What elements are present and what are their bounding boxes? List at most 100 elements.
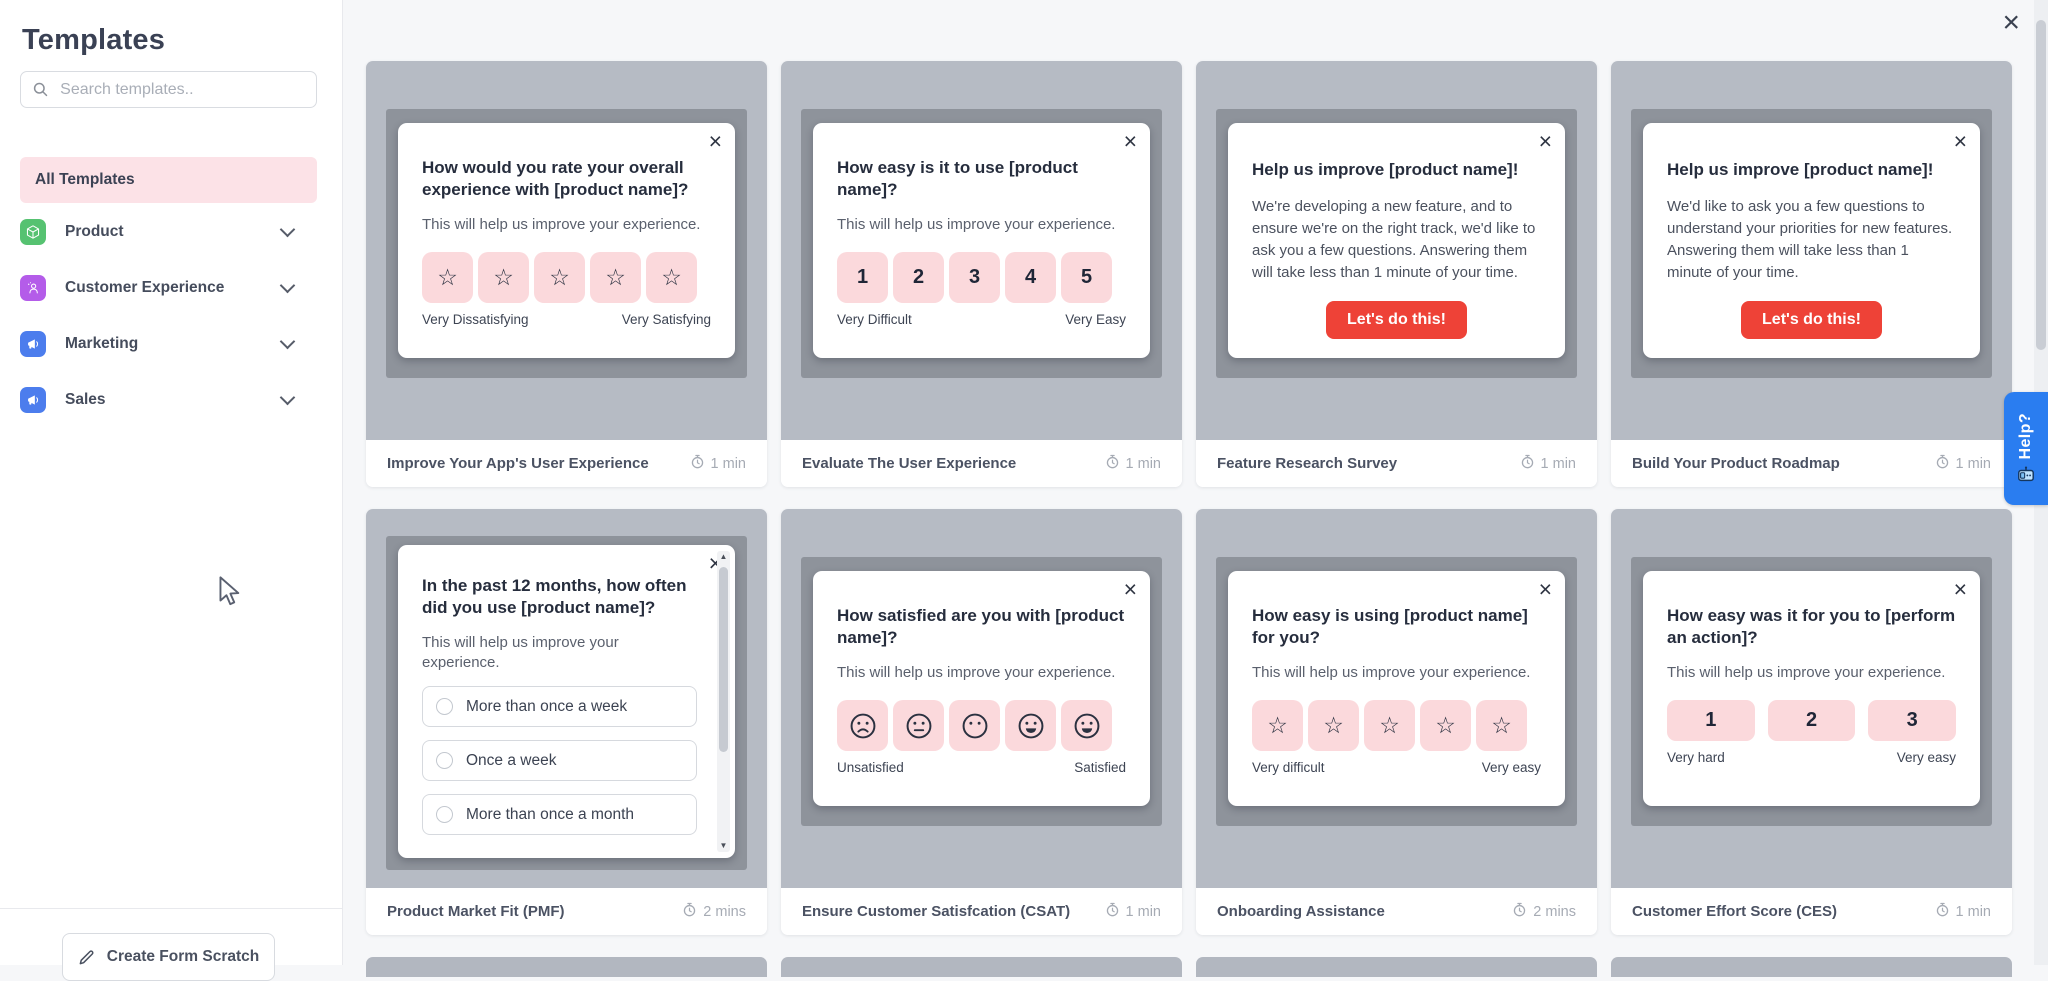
template-card-feature-research-survey[interactable]: × Help us improve [product name]! We're de… [1196,61,1597,487]
survey-modal: × Help us improve [product name]! We'd lik… [1643,123,1980,358]
template-preview: × Help us improve [product name]! We'd lik… [1611,61,2012,440]
survey-modal: × How easy is it to use [product name]? Th… [813,123,1150,358]
survey-modal: × Help us improve [product name]! We're de… [1228,123,1565,358]
help-bot-icon [2018,466,2034,482]
number-option: 1 [1667,700,1755,742]
duration-value: 2 mins [703,903,746,920]
pencil-icon [79,949,94,964]
duration-value: 1 min [710,455,746,472]
star-option: ☆ [478,252,529,304]
template-title-bar: Evaluate The User Experience 1 min [781,440,1182,487]
face-neutral-icon [949,700,1000,752]
cube-icon [20,219,46,245]
modal-scrollbar: ▲ ▼ [717,551,730,852]
scale-labels: Very hard Very easy [1667,750,1956,765]
close-icon[interactable]: × [2002,6,2020,39]
modal-scrollbar-thumb [719,567,728,752]
survey-subtitle: This will help us improve your experienc… [1667,663,1946,681]
clock-icon [1935,454,1950,473]
survey-subtitle: This will help us improve your experienc… [837,663,1116,681]
all-templates-label: All Templates [35,171,135,188]
template-card-improve-your-app-s-user-experience[interactable]: × How would you rate your overall experie… [366,61,767,487]
star-option: ☆ [646,252,697,304]
modal-close-icon: × [1123,576,1137,602]
star-option: ☆ [1476,700,1527,752]
template-card-onboarding-assistance[interactable]: × How easy is using [product name] for yo… [1196,509,1597,935]
number-option: 2 [893,252,944,304]
sidebar-item-label: Product [65,223,124,240]
template-card-peek[interactable] [366,957,767,977]
sidebar-item-marketing[interactable]: Marketing [20,331,317,357]
template-card-customer-effort-score-ces[interactable]: × How easy was it for you to [perform an … [1611,509,2012,935]
chevron-down-icon[interactable] [279,389,296,406]
sidebar-item-sales[interactable]: Sales [20,387,317,413]
survey-subtitle: This will help us improve your experienc… [1252,663,1531,681]
scrollbar-thumb[interactable] [2036,20,2046,350]
scale-labels: Very Dissatisfying Very Satisfying [422,312,711,327]
number-option: 3 [1868,700,1957,742]
duration-value: 1 min [1125,903,1161,920]
template-duration: 1 min [1105,902,1161,921]
star-option: ☆ [1308,700,1359,752]
template-card-peek[interactable] [1611,957,2012,977]
scale-right-label: Satisfied [1074,760,1126,776]
template-title-bar: Onboarding Assistance 2 mins [1196,888,1597,935]
template-title-bar: Customer Effort Score (CES) 1 min [1611,888,2012,935]
survey-subtitle: This will help us improve your experienc… [422,633,619,672]
survey-modal: × How easy was it for you to [perform an … [1643,571,1980,806]
sidebar-divider [0,908,342,909]
template-card-ensure-customer-satisfcation-csat[interactable]: × How satisfied are you with [product nam… [781,509,1182,935]
help-tab[interactable]: Help? [2004,392,2048,505]
search-input[interactable] [58,79,304,100]
number-option: 5 [1061,252,1112,304]
survey-subtitle: This will help us improve your experienc… [422,215,701,233]
template-preview: × How would you rate your overall experie… [366,61,767,440]
face-happy-icon [1061,700,1112,752]
template-duration: 2 mins [682,902,746,921]
sidebar-item-all-templates[interactable]: All Templates [20,157,317,203]
template-title: Product Market Fit (PMF) [387,903,565,920]
sidebar-item-customer-experience[interactable]: Customer Experience [20,275,317,301]
clock-icon [1105,902,1120,921]
clock-icon [1935,902,1950,921]
search-box[interactable] [20,71,317,108]
megaphone-icon [20,331,46,357]
templates-gallery: × × How would you rate your overall exper… [343,0,2048,977]
survey-modal: × How satisfied are you with [product nam… [813,571,1150,806]
template-preview: × How easy is using [product name] for yo… [1196,509,1597,888]
radio-circle-icon [436,698,453,716]
template-preview: × How easy is it to use [product name]? Th… [781,61,1182,440]
template-card-build-your-product-roadmap[interactable]: × Help us improve [product name]! We'd lik… [1611,61,2012,487]
help-tab-label: Help? [2017,412,2034,460]
sidebar-item-product[interactable]: Product [20,219,317,245]
scale-left-label: Unsatisfied [837,760,904,776]
template-title: Ensure Customer Satisfcation (CSAT) [802,903,1071,920]
template-duration: 1 min [1105,454,1161,473]
survey-question: How satisfied are you with [product name… [837,606,1125,648]
template-title: Feature Research Survey [1217,455,1398,472]
template-card-product-market-fit-pmf[interactable]: × In the past 12 months, how often did yo… [366,509,767,935]
template-card-peek[interactable] [1196,957,1597,977]
clock-icon [682,902,697,921]
template-card-peek[interactable] [781,957,1182,977]
modal-close-icon: × [708,128,722,154]
chevron-down-icon[interactable] [279,333,296,350]
star-option: ☆ [422,252,473,304]
number-option: 3 [949,252,1000,304]
modal-close-icon: × [1538,128,1552,154]
scale-labels: Unsatisfied Satisfied [837,760,1126,775]
template-card-evaluate-the-user-experience[interactable]: × How easy is it to use [product name]? Th… [781,61,1182,487]
create-form-scratch-button[interactable]: Create Form Scratch [62,933,275,981]
lets-do-this-button: Let's do this! [1741,301,1882,340]
star-option: ☆ [590,252,641,304]
chevron-down-icon[interactable] [279,221,296,238]
template-duration: 1 min [1935,454,1991,473]
duration-value: 1 min [1955,903,1991,920]
radio-option: More than once a week [422,686,697,728]
radio-option-label: Once a week [466,751,557,769]
user-sparkle-icon [20,275,46,301]
radio-circle-icon [436,752,453,770]
chevron-down-icon[interactable] [279,277,296,294]
